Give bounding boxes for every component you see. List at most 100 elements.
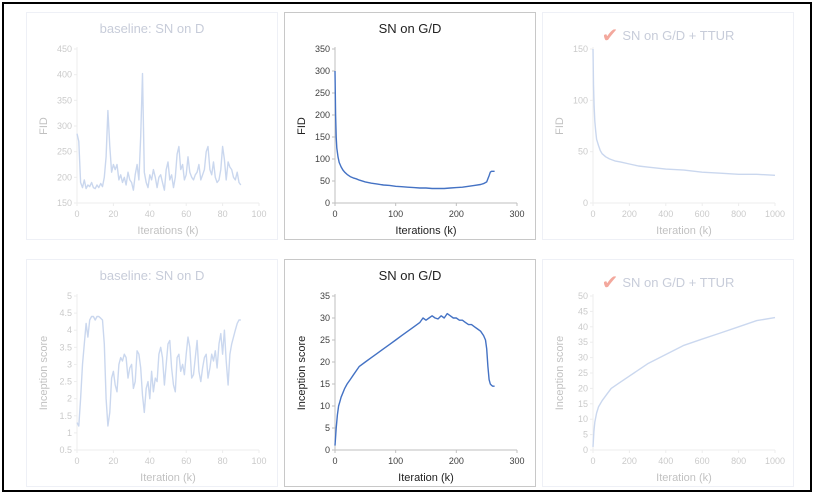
x-tick-label: 100 bbox=[251, 456, 266, 466]
x-tick-label: 1000 bbox=[765, 456, 785, 466]
chart-title: SN on G/D bbox=[378, 21, 442, 36]
y-tick-label: 100 bbox=[573, 95, 588, 105]
y-tick-label: 50 bbox=[578, 147, 588, 157]
x-tick-label: 0 bbox=[332, 456, 337, 466]
x-tick-label: 0 bbox=[332, 209, 337, 219]
y-axis-label: FID bbox=[554, 117, 566, 135]
x-tick-label: 100 bbox=[388, 456, 403, 466]
chart-title: baseline: SN on D bbox=[99, 21, 205, 36]
series-line bbox=[592, 316, 776, 447]
y-tick-label: 100 bbox=[315, 154, 330, 164]
y-tick-label: 4.5 bbox=[59, 308, 72, 318]
x-tick-label: 200 bbox=[622, 456, 637, 466]
x-tick-label: 100 bbox=[388, 209, 403, 219]
x-axis-label: Iterations (k) bbox=[137, 225, 198, 237]
x-tick-label: 0 bbox=[74, 456, 79, 466]
y-tick-label: 300 bbox=[57, 121, 72, 131]
y-tick-label: 2 bbox=[67, 394, 72, 404]
series-line bbox=[334, 312, 495, 446]
x-tick-label: 600 bbox=[695, 456, 710, 466]
x-axis-label: Iteration (k) bbox=[140, 472, 196, 484]
x-tick-label: 60 bbox=[181, 209, 191, 219]
y-tick-label: 250 bbox=[57, 147, 72, 157]
x-tick-label: 600 bbox=[695, 209, 710, 219]
panel-ttur-is: ✔ SN on G/D + TTUR 0 200 400 600 800 1000 0 5 10 1… bbox=[542, 259, 794, 487]
y-tick-label: 0 bbox=[325, 198, 330, 208]
x-tick-label: 0 bbox=[74, 209, 79, 219]
y-tick-label: 35 bbox=[578, 337, 588, 347]
y-tick-label: 150 bbox=[315, 132, 330, 142]
panel-baseline-fid: baseline: SN on D 0 20 40 60 80 100 150 200 250 3… bbox=[26, 12, 278, 240]
y-tick-label: 15 bbox=[320, 379, 330, 389]
y-tick-label: 0 bbox=[583, 198, 588, 208]
y-tick-label: 1.5 bbox=[59, 411, 72, 421]
x-tick-label: 400 bbox=[658, 209, 673, 219]
y-tick-label: 25 bbox=[320, 335, 330, 345]
y-tick-label: 25 bbox=[578, 368, 588, 378]
y-tick-label: 5 bbox=[325, 423, 330, 433]
chart-title: SN on G/D bbox=[378, 268, 442, 283]
y-tick-label: 30 bbox=[578, 353, 588, 363]
y-tick-label: 50 bbox=[320, 176, 330, 186]
x-tick-label: 40 bbox=[145, 456, 155, 466]
x-tick-label: 60 bbox=[181, 456, 191, 466]
y-tick-label: 35 bbox=[320, 291, 330, 301]
figure-frame: baseline: SN on D 0 20 40 60 80 100 150 200 250 3… bbox=[2, 2, 812, 492]
x-tick-label: 800 bbox=[731, 456, 746, 466]
y-tick-label: 5 bbox=[583, 430, 588, 440]
x-axis-label: Iteration (k) bbox=[656, 225, 712, 237]
y-tick-label: 150 bbox=[57, 198, 72, 208]
x-tick-label: 20 bbox=[108, 456, 118, 466]
y-tick-label: 30 bbox=[320, 313, 330, 323]
panel-ttur-fid: ✔ SN on G/D + TTUR 0 200 400 600 800 1000 0 50 10… bbox=[542, 12, 794, 240]
y-tick-label: 20 bbox=[320, 357, 330, 367]
y-tick-label: 5 bbox=[67, 291, 72, 301]
y-axis-label: FID bbox=[38, 117, 50, 135]
x-tick-label: 400 bbox=[658, 456, 673, 466]
x-axis-label: Iteration (k) bbox=[656, 472, 712, 484]
chart-sn-gd-fid: 0 100 200 300 0 50 100 150 200 250 300 350 Iteration… bbox=[296, 44, 525, 237]
panel-sn-gd-fid: SN on G/D 0 100 200 300 0 50 100 150 200 250 300 35… bbox=[284, 12, 536, 240]
y-tick-label: 200 bbox=[315, 110, 330, 120]
x-tick-label: 200 bbox=[449, 456, 464, 466]
y-tick-label: 250 bbox=[315, 88, 330, 98]
x-axis-label: Iterations (k) bbox=[395, 225, 456, 237]
chart-baseline-fid: 0 20 40 60 80 100 150 200 250 300 350 400 450 Iterati… bbox=[38, 44, 267, 237]
x-tick-label: 200 bbox=[449, 209, 464, 219]
x-tick-label: 800 bbox=[731, 209, 746, 219]
x-tick-label: 200 bbox=[622, 209, 637, 219]
y-tick-label: 350 bbox=[315, 44, 330, 54]
x-tick-label: 20 bbox=[108, 209, 118, 219]
chart-title: SN on G/D + TTUR bbox=[622, 28, 735, 43]
y-tick-label: 10 bbox=[320, 401, 330, 411]
y-tick-label: 50 bbox=[578, 291, 588, 301]
y-tick-label: 15 bbox=[578, 399, 588, 409]
y-tick-label: 40 bbox=[578, 322, 588, 332]
x-tick-label: 40 bbox=[145, 209, 155, 219]
x-axis-label: Iteration (k) bbox=[398, 472, 454, 484]
chart-title: SN on G/D + TTUR bbox=[622, 275, 735, 290]
series-line bbox=[334, 70, 495, 190]
x-tick-label: 80 bbox=[218, 456, 228, 466]
y-tick-label: 2.5 bbox=[59, 377, 72, 387]
chart-ttur-is: 0 200 400 600 800 1000 0 5 10 15 20 25 30 35 40 45 50 Ite… bbox=[554, 291, 785, 484]
y-tick-label: 0 bbox=[583, 445, 588, 455]
y-axis-label: Inception score bbox=[38, 336, 50, 411]
series-line bbox=[592, 48, 776, 176]
chart-baseline-is: 0 20 40 60 80 100 0.5 1 1.5 2 2.5 3 3.5 4 4.5 5 Iteratio… bbox=[38, 291, 267, 484]
chart-sn-gd-is: 0 100 200 300 0 5 10 15 20 25 30 35 Iteration (k) Inc… bbox=[296, 291, 525, 484]
chart-ttur-fid: 0 200 400 600 800 1000 0 50 100 150 Iteration (k) F… bbox=[554, 44, 785, 237]
checkmark-icon: ✔ bbox=[601, 25, 619, 47]
y-tick-label: 3 bbox=[67, 359, 72, 369]
y-tick-label: 350 bbox=[57, 95, 72, 105]
y-tick-label: 45 bbox=[578, 306, 588, 316]
y-tick-label: 150 bbox=[573, 44, 588, 54]
y-axis-label: Inception score bbox=[296, 336, 308, 411]
x-tick-label: 0 bbox=[590, 456, 595, 466]
x-tick-label: 100 bbox=[251, 209, 266, 219]
y-tick-label: 4 bbox=[67, 325, 72, 335]
checkmark-icon: ✔ bbox=[601, 272, 619, 294]
y-axis-label: FID bbox=[296, 117, 308, 135]
x-tick-label: 1000 bbox=[765, 209, 785, 219]
x-tick-label: 300 bbox=[509, 456, 524, 466]
